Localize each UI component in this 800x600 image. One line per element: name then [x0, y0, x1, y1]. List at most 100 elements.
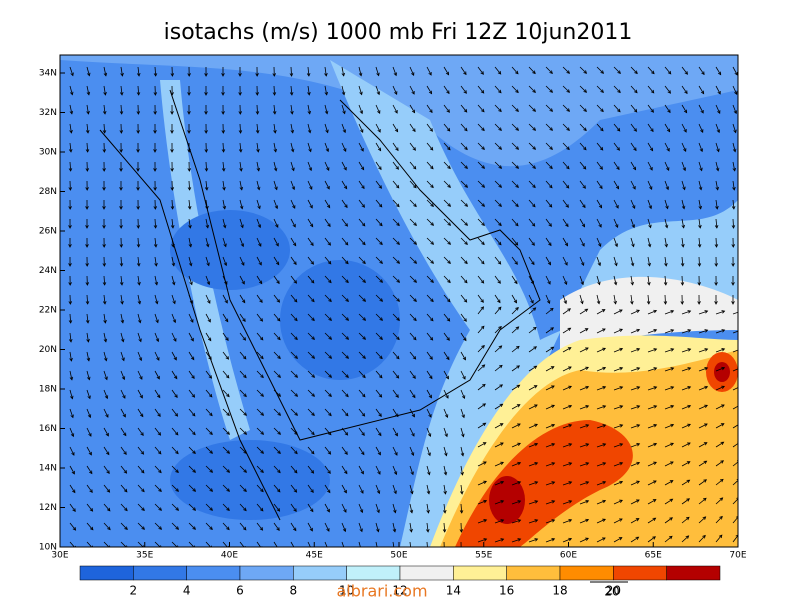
wind-arrow	[715, 85, 721, 95]
wind-arrow-head	[175, 526, 180, 530]
wind-arrow	[273, 142, 277, 152]
wind-arrow-head	[344, 432, 349, 436]
colorbar-bin	[506, 565, 561, 581]
wind-arrow-head	[619, 462, 624, 466]
wind-arrow-head	[294, 374, 299, 378]
wind-arrow-head	[309, 223, 314, 228]
wind-arrow-head	[721, 310, 726, 314]
wind-arrow-head	[241, 280, 245, 285]
wind-arrow-head	[187, 73, 191, 77]
wind-arrow	[664, 275, 667, 285]
wind-arrow	[409, 294, 417, 302]
wind-arrow	[392, 541, 395, 547]
wind-arrow-head	[635, 518, 640, 522]
wind-arrow-head	[205, 205, 209, 210]
wind-arrow-head	[597, 281, 601, 286]
wind-arrow	[256, 503, 264, 512]
wind-arrow-head	[687, 310, 692, 314]
wind-arrow	[715, 180, 719, 190]
wind-arrow	[324, 408, 332, 416]
wind-arrow	[307, 237, 314, 246]
wind-arrow-head	[238, 111, 243, 115]
wind-arrow-head	[632, 166, 637, 171]
wind-arrow	[681, 85, 688, 94]
wind-arrow-head	[630, 281, 634, 286]
wind-arrow	[698, 404, 708, 410]
wind-arrow-head	[411, 433, 415, 437]
wind-arrow-head	[413, 241, 418, 245]
wind-arrow-head	[430, 298, 434, 303]
wind-arrow-head	[429, 146, 434, 151]
wind-arrow-head	[430, 260, 435, 264]
wind-arrow-head	[413, 222, 417, 226]
wind-arrow	[630, 480, 640, 486]
wind-arrow-head	[582, 204, 586, 209]
wind-arrow	[698, 460, 707, 467]
wind-arrow	[596, 199, 602, 208]
wind-arrow	[86, 541, 93, 547]
wind-arrow-head	[459, 529, 464, 533]
wind-arrow-head	[224, 299, 228, 304]
wind-arrow-head	[534, 481, 539, 485]
wind-arrow-head	[327, 223, 331, 228]
wind-arrow	[664, 535, 673, 543]
wind-arrow-head	[714, 301, 718, 305]
wind-arrow	[358, 237, 366, 245]
wind-arrow-head	[170, 225, 175, 229]
wind-arrow	[494, 66, 502, 75]
wind-arrow	[120, 522, 128, 530]
wind-arrow	[205, 332, 212, 341]
wind-arrow-head	[225, 356, 230, 360]
wind-arrow	[664, 180, 669, 190]
wind-arrow-head	[721, 329, 726, 333]
wind-arrow-head	[191, 375, 195, 380]
wind-arrow	[324, 180, 330, 190]
wind-arrow	[460, 123, 468, 131]
wind-arrow-head	[663, 301, 668, 305]
wind-arrow	[511, 365, 520, 372]
wind-arrow	[290, 332, 298, 340]
wind-arrow	[358, 332, 366, 340]
wind-arrow	[579, 481, 589, 486]
wind-arrow-head	[119, 92, 124, 96]
wind-arrow-head	[192, 507, 197, 511]
wind-arrow-head	[224, 281, 228, 285]
wind-arrow	[256, 541, 262, 547]
wind-arrow-head	[670, 348, 675, 352]
wind-arrow-head	[358, 72, 363, 77]
wind-arrow	[443, 522, 446, 533]
wind-arrow	[205, 389, 213, 398]
wind-arrow	[426, 332, 433, 341]
wind-arrow	[324, 142, 329, 152]
wind-arrow-head	[686, 498, 690, 502]
wind-arrow-head	[327, 242, 331, 246]
wind-arrow-head	[585, 347, 589, 351]
wind-arrow	[579, 424, 589, 429]
wind-arrow-head	[668, 535, 673, 540]
wind-arrow	[528, 275, 534, 284]
wind-arrow	[732, 479, 738, 486]
wind-arrow-head	[532, 326, 537, 331]
wind-arrow	[460, 351, 466, 360]
wind-arrow-head	[618, 537, 623, 541]
wind-arrow	[69, 541, 75, 547]
wind-arrow	[630, 536, 639, 543]
wind-arrow	[732, 142, 736, 152]
wind-arrow	[188, 541, 195, 547]
wind-arrow-head	[204, 73, 208, 77]
wind-arrow-head	[226, 488, 230, 492]
wind-arrow	[460, 218, 468, 226]
colorbar-bin	[453, 565, 507, 581]
wind-arrow-head	[170, 149, 174, 153]
wind-arrow-head	[121, 376, 126, 381]
wind-arrow-head	[119, 187, 123, 191]
wind-arrow-head	[226, 431, 230, 435]
wind-arrow-head	[273, 148, 278, 153]
wind-arrow	[205, 313, 211, 323]
wind-arrow-head	[396, 317, 400, 322]
wind-arrow	[715, 310, 725, 315]
wind-arrow	[681, 386, 691, 391]
wind-arrow-head	[585, 500, 590, 504]
wind-arrow-head	[177, 545, 179, 547]
wind-arrow	[341, 465, 348, 474]
